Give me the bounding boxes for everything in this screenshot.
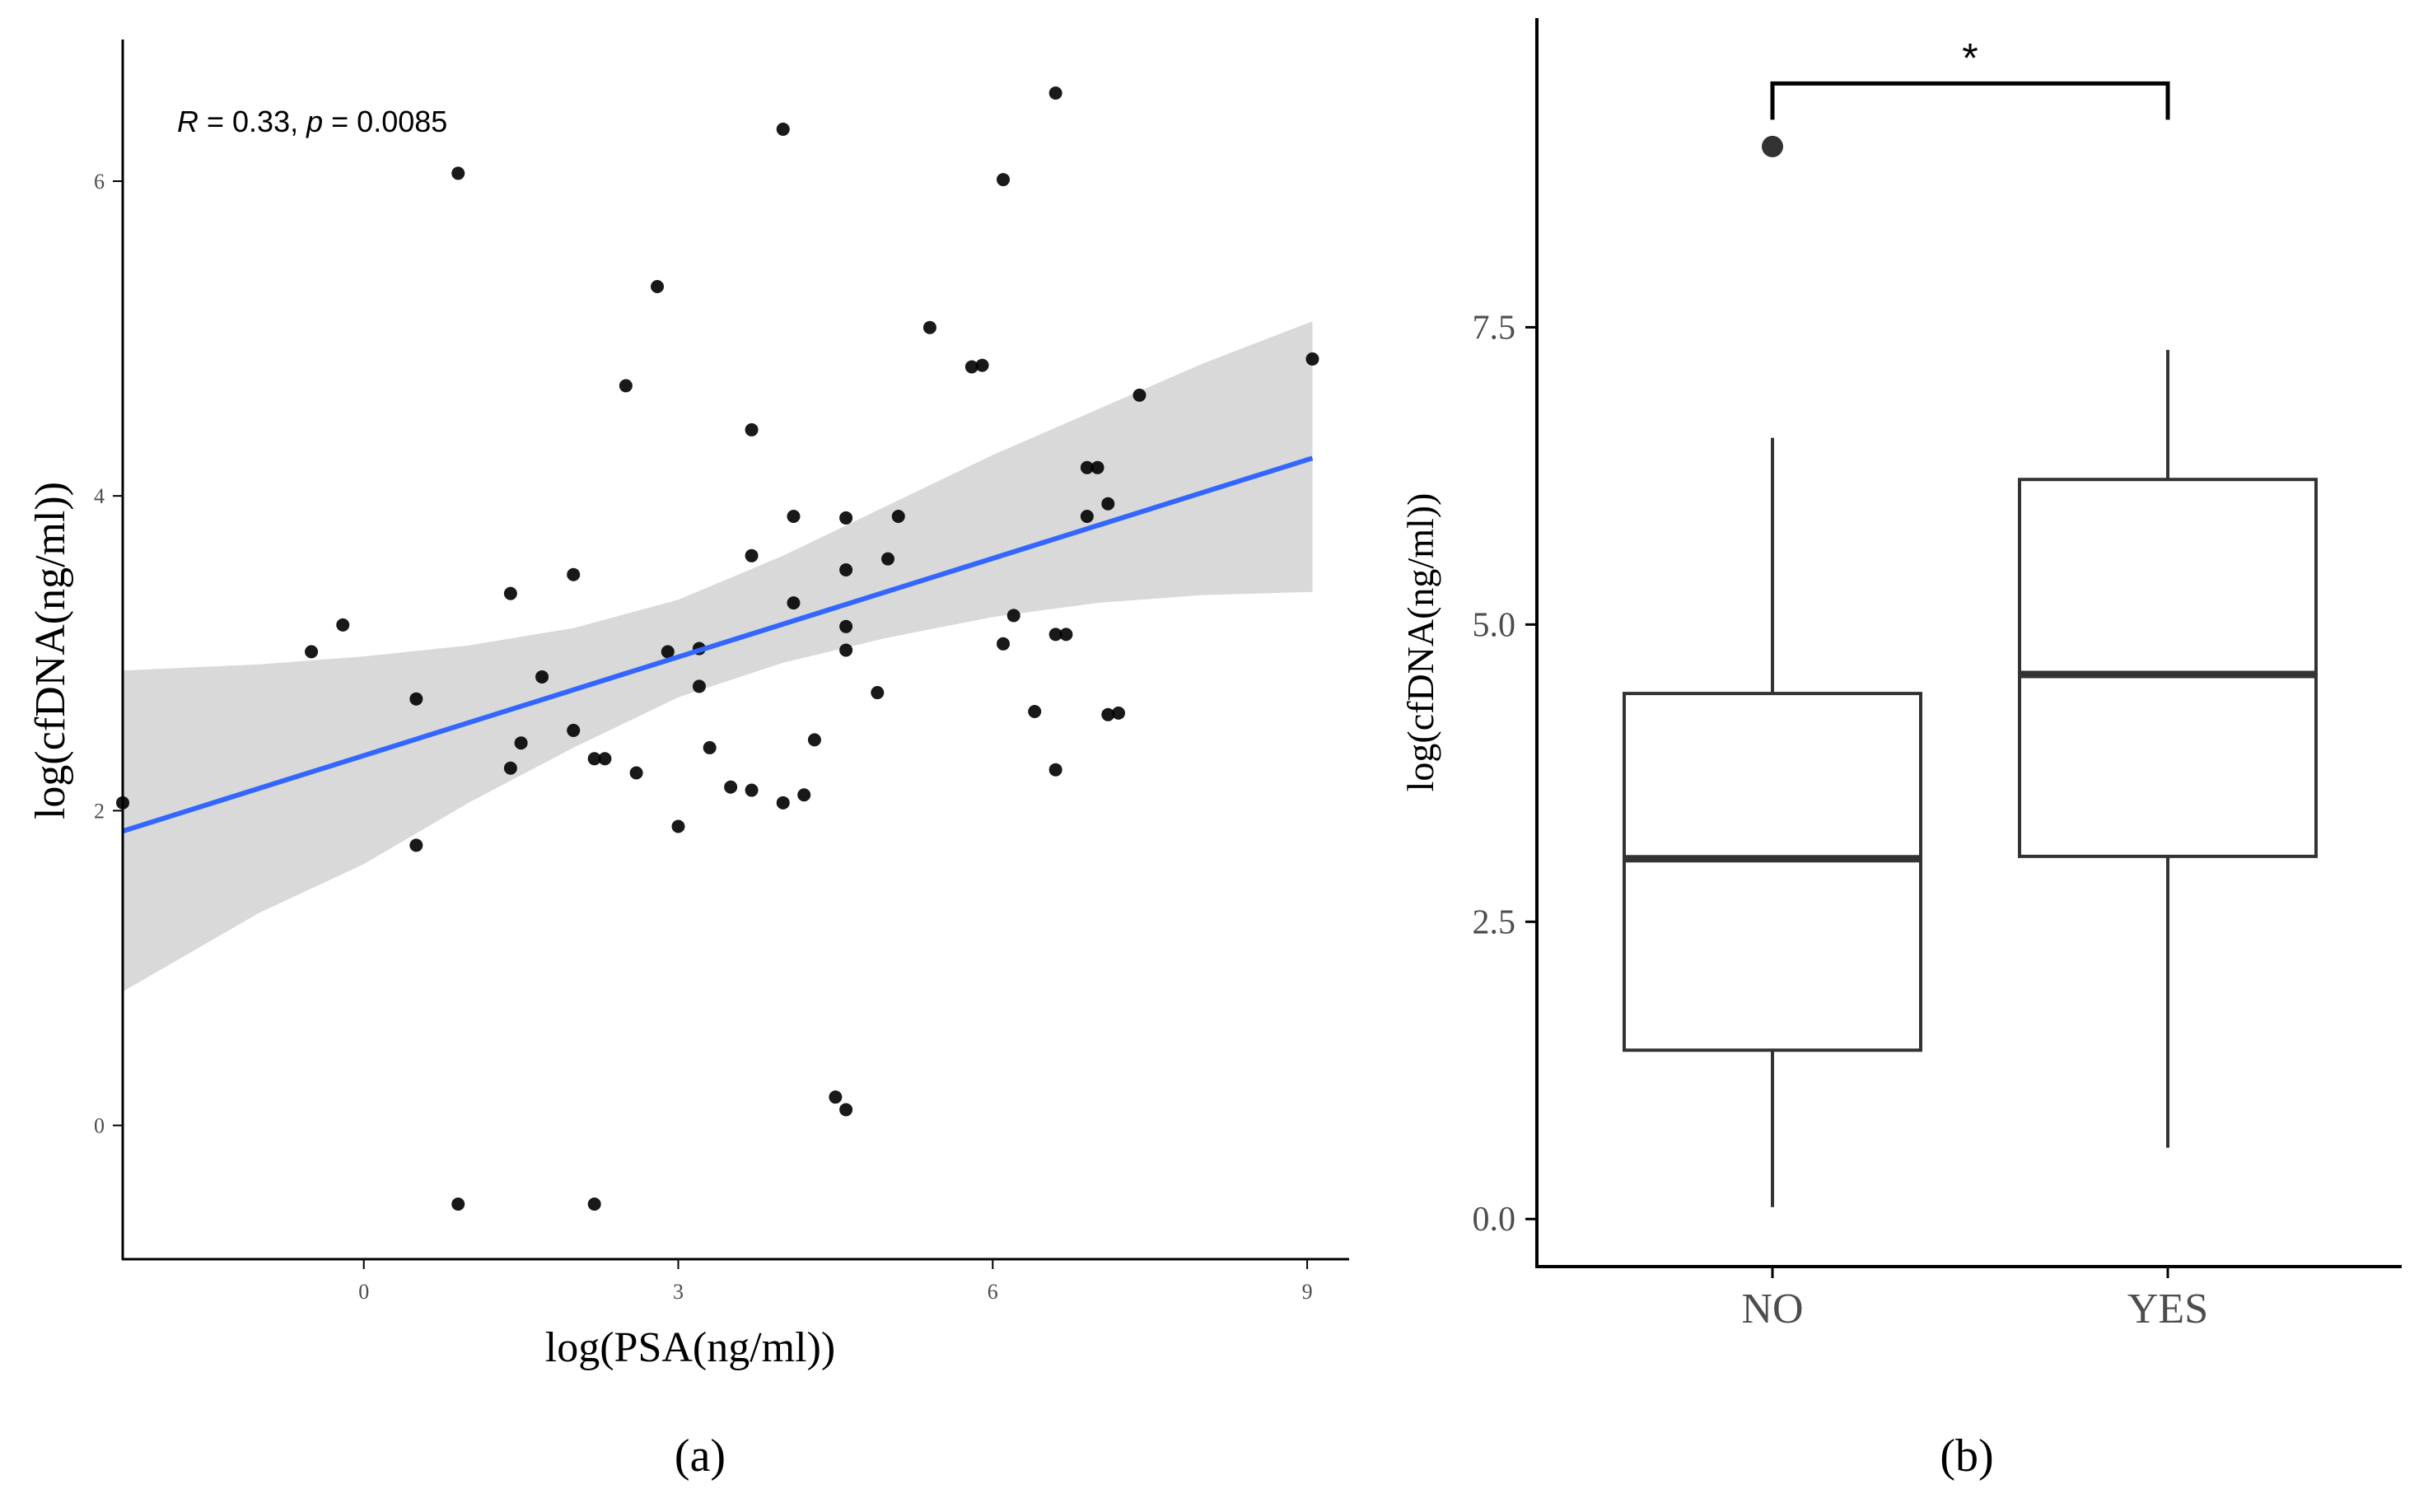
scatter-point	[881, 552, 895, 566]
y-axis-label: log(cfDNA(ng/ml))	[1399, 493, 1441, 792]
panel-label-b: (b)	[1940, 1430, 1993, 1482]
scatter-point	[661, 645, 675, 659]
scatter-point	[451, 166, 465, 180]
scatter-point	[651, 280, 665, 294]
boxes	[1623, 135, 2318, 1207]
scatter-point	[336, 618, 350, 632]
x-tick-label: 9	[1302, 1280, 1313, 1304]
y-tick-label: 2	[94, 799, 105, 823]
box-no	[1623, 135, 1922, 1207]
scatter-plot-panel: 0 3 6 9 0 2 4 6 R = 0.33, p = 0.0085 log(PSA(n…	[27, 40, 1349, 1482]
scatter-point	[587, 752, 601, 766]
scatter-point	[839, 643, 853, 657]
scatter-point	[922, 320, 936, 334]
x-tick-label: 6	[988, 1280, 998, 1304]
scatter-point	[839, 511, 853, 525]
scatter-point	[1080, 460, 1094, 474]
scatter-point	[745, 548, 759, 562]
box-body	[2018, 478, 2318, 858]
y-tick-label: 5.0	[1473, 606, 1516, 644]
scatter-point	[964, 360, 978, 374]
scatter-point	[671, 819, 685, 833]
x-tick-label: YES	[2127, 1286, 2208, 1332]
y-tick-label: 0.0	[1473, 1201, 1516, 1239]
scatter-point	[807, 733, 821, 747]
scatter-point	[797, 788, 811, 802]
scatter-point	[975, 358, 989, 372]
scatter-point	[451, 1197, 465, 1211]
scatter-point	[997, 173, 1011, 187]
scatter-point	[409, 692, 423, 706]
y-ticks: 0.0 2.5 5.0 7.5	[1473, 309, 1537, 1239]
regression-line	[122, 455, 1314, 834]
y-tick-label: 4	[94, 484, 105, 508]
scatter-point	[776, 796, 790, 810]
scatter-point	[598, 752, 612, 766]
scatter-point	[1028, 704, 1042, 718]
significance-bracket: *	[1770, 35, 2170, 120]
scatter-point	[503, 586, 517, 600]
scatter-point	[829, 1090, 843, 1104]
scatter-point	[1080, 510, 1094, 524]
scatter-point	[1048, 763, 1062, 777]
box-plot-panel: 0.0 2.5 5.0 7.5 NO YES * log(cfDNA(ng/ml)) (…	[1399, 18, 2402, 1482]
scatter-point	[745, 422, 759, 436]
x-tick-label: 0	[358, 1280, 369, 1304]
scatter-point	[409, 838, 423, 852]
panel-label-a: (a)	[675, 1430, 726, 1482]
x-tick-label: 3	[673, 1280, 684, 1304]
scatter-point	[1090, 460, 1104, 474]
scatter-point	[535, 670, 549, 684]
scatter-point	[692, 679, 706, 693]
scatter-point	[305, 645, 319, 659]
scatter-point	[839, 1103, 853, 1117]
scatter-point	[1101, 707, 1115, 721]
scatter-point	[724, 780, 738, 794]
scatter-point	[776, 122, 790, 136]
scatter-point	[1048, 86, 1062, 100]
significance-label: *	[1962, 35, 1978, 81]
scatter-point	[1048, 628, 1062, 642]
scatter-point	[871, 686, 885, 700]
scatter-point	[787, 510, 801, 524]
x-tick-label: NO	[1741, 1286, 1803, 1332]
y-tick-label: 6	[94, 170, 105, 194]
correlation-annotation: R = 0.33, p = 0.0085	[177, 105, 447, 138]
scatter-point	[997, 637, 1011, 651]
scatter-point	[514, 736, 528, 750]
scatter-point	[629, 766, 643, 780]
scatter-point	[503, 761, 517, 775]
outlier-point	[1762, 135, 1783, 157]
y-tick-label: 0	[94, 1114, 105, 1138]
scatter-point	[787, 596, 801, 610]
scatter-point	[745, 783, 759, 797]
y-tick-label: 7.5	[1473, 309, 1516, 347]
scatter-point	[839, 619, 853, 633]
box-yes	[2018, 349, 2318, 1148]
scatter-point	[567, 723, 581, 737]
scatter-point	[567, 567, 581, 581]
confidence-band	[123, 321, 1313, 992]
scatter-point	[1112, 706, 1126, 720]
scatter-point	[619, 379, 633, 393]
x-axis-label: log(PSA(ng/ml))	[545, 1324, 835, 1371]
y-ticks: 0 2 4 6	[94, 170, 123, 1138]
x-ticks: NO YES	[1741, 1267, 2208, 1332]
box-body	[1623, 692, 1922, 1052]
scatter-point	[587, 1197, 601, 1211]
scatter-point	[1305, 352, 1319, 366]
y-tick-label: 2.5	[1473, 903, 1516, 941]
scatter-point	[703, 740, 717, 754]
x-ticks: 0 3 6 9	[358, 1259, 1313, 1304]
scatter-point	[1006, 609, 1020, 623]
scatter-point	[1059, 628, 1073, 642]
scatter-point	[891, 510, 905, 524]
y-axis-label: log(cfDNA(ng/ml))	[27, 482, 74, 819]
scatter-point	[839, 562, 853, 576]
scatter-point	[1101, 497, 1115, 511]
scatter-point	[1132, 388, 1146, 402]
bracket-line	[1770, 81, 2170, 120]
